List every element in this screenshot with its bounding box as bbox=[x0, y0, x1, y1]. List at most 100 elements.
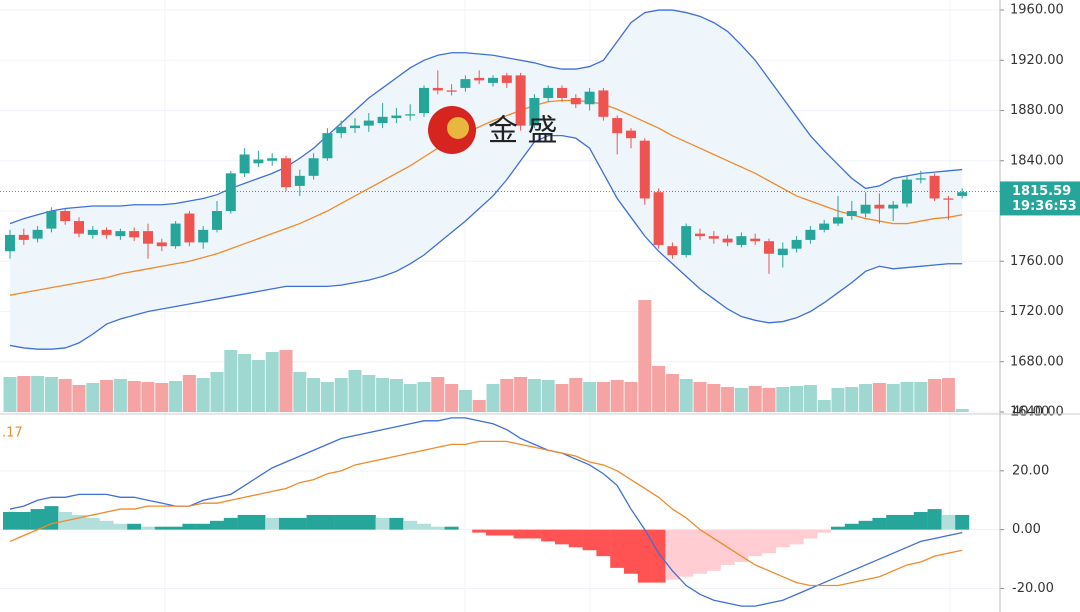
volume-bar bbox=[265, 352, 279, 412]
macd-hist bbox=[3, 512, 17, 530]
macd-hist bbox=[541, 529, 556, 542]
logo-inner bbox=[447, 117, 469, 139]
macd-hist bbox=[154, 526, 169, 530]
volume-bar bbox=[776, 387, 790, 412]
macd-hist bbox=[679, 529, 694, 577]
candle-body bbox=[915, 178, 926, 180]
candle-body bbox=[846, 211, 857, 217]
candle-body bbox=[101, 229, 112, 235]
macd-hist bbox=[265, 517, 280, 530]
macd-hist bbox=[831, 526, 845, 530]
volume-bar bbox=[417, 382, 431, 412]
volume-bar bbox=[872, 383, 886, 412]
volume-bar bbox=[17, 376, 31, 412]
macd-hist bbox=[334, 514, 349, 530]
candle-body bbox=[584, 91, 595, 105]
candle-body bbox=[322, 133, 333, 159]
volume-bar bbox=[224, 350, 238, 412]
candle-body bbox=[515, 75, 526, 126]
volume-bar bbox=[141, 382, 155, 412]
macd-hist bbox=[844, 523, 859, 530]
candle-body bbox=[639, 140, 650, 199]
volume-bar bbox=[100, 380, 114, 412]
macd-hist bbox=[775, 529, 790, 548]
macd-hist bbox=[789, 529, 804, 545]
volume-bar bbox=[638, 300, 652, 412]
volume-bar bbox=[803, 385, 817, 412]
candle-body bbox=[777, 248, 788, 255]
macd-hist bbox=[900, 514, 914, 530]
y-tick-label: -20.00 bbox=[1012, 581, 1054, 596]
candle-body bbox=[529, 97, 540, 126]
macd-hist bbox=[403, 520, 418, 530]
candle-body bbox=[764, 241, 774, 254]
candle-body bbox=[225, 173, 236, 212]
volume-bar bbox=[831, 388, 845, 412]
candle-body bbox=[681, 226, 692, 255]
candle-body bbox=[5, 234, 15, 252]
candle-body bbox=[198, 229, 209, 243]
volume-bar bbox=[665, 374, 679, 412]
macd-hist bbox=[30, 509, 45, 530]
y-tick-label: 20.00 bbox=[1012, 463, 1049, 478]
candle-body bbox=[722, 238, 733, 243]
candle-body bbox=[212, 211, 222, 230]
volume-bar bbox=[472, 400, 486, 412]
plot: 金 盛 bbox=[0, 0, 1000, 612]
macd-line bbox=[9, 417, 963, 607]
macd-hist bbox=[858, 520, 873, 530]
volume-bar bbox=[362, 375, 376, 412]
volume-bar bbox=[817, 400, 831, 412]
candle-body bbox=[598, 90, 609, 117]
volume-bar bbox=[886, 384, 900, 412]
candle-body bbox=[501, 75, 512, 83]
macd-hist bbox=[430, 526, 445, 530]
volume-bar bbox=[389, 379, 403, 412]
macd-hist bbox=[486, 529, 500, 536]
y-tick-label: 1880.00 bbox=[1010, 103, 1064, 118]
y-tick-label: 1920.00 bbox=[1010, 53, 1064, 68]
macd-hist bbox=[762, 529, 776, 554]
y-tick-label: 1680.00 bbox=[1010, 354, 1064, 369]
y-tick-label: 1640.00 bbox=[1010, 405, 1064, 420]
volume-bar bbox=[748, 386, 762, 412]
countdown: 19:36:53 bbox=[1012, 199, 1077, 214]
candle-body bbox=[46, 211, 57, 229]
candle-body bbox=[805, 229, 816, 240]
volume-bar bbox=[734, 388, 748, 412]
candle-body bbox=[170, 223, 181, 247]
candle-body bbox=[791, 239, 802, 249]
candle-body bbox=[308, 158, 319, 176]
candle-body bbox=[156, 242, 167, 247]
y-tick-label: 1840.00 bbox=[1010, 153, 1064, 168]
macd-hist bbox=[527, 529, 542, 539]
volume-bar bbox=[859, 384, 873, 412]
macd-hist bbox=[555, 529, 569, 545]
volume-bar bbox=[527, 379, 541, 412]
y-tick-label: 1720.00 bbox=[1010, 304, 1064, 319]
candle-body bbox=[888, 204, 899, 209]
candle-body bbox=[570, 97, 581, 105]
volume-bar bbox=[127, 381, 141, 412]
volume-bar bbox=[155, 383, 169, 412]
volume-bar bbox=[334, 378, 348, 412]
bollinger-upper bbox=[9, 9, 963, 225]
candle-body bbox=[32, 229, 43, 239]
macd-hist bbox=[141, 526, 155, 530]
band-fill bbox=[10, 10, 963, 350]
volume-bar bbox=[652, 366, 666, 412]
candle-body bbox=[860, 204, 871, 214]
volume-bar bbox=[541, 380, 555, 412]
candle-body bbox=[115, 231, 126, 237]
macd-hist bbox=[913, 512, 928, 530]
macd-hist bbox=[237, 514, 252, 530]
macd-hist bbox=[596, 529, 611, 557]
candle-body bbox=[750, 238, 761, 242]
volume-bar bbox=[3, 377, 17, 412]
macd-label: .17 bbox=[2, 426, 23, 441]
volume-bar bbox=[72, 385, 86, 412]
macd-hist bbox=[693, 529, 707, 574]
bollinger-middle bbox=[9, 99, 963, 296]
macd-hist bbox=[748, 529, 763, 557]
volume-bar bbox=[279, 350, 293, 412]
